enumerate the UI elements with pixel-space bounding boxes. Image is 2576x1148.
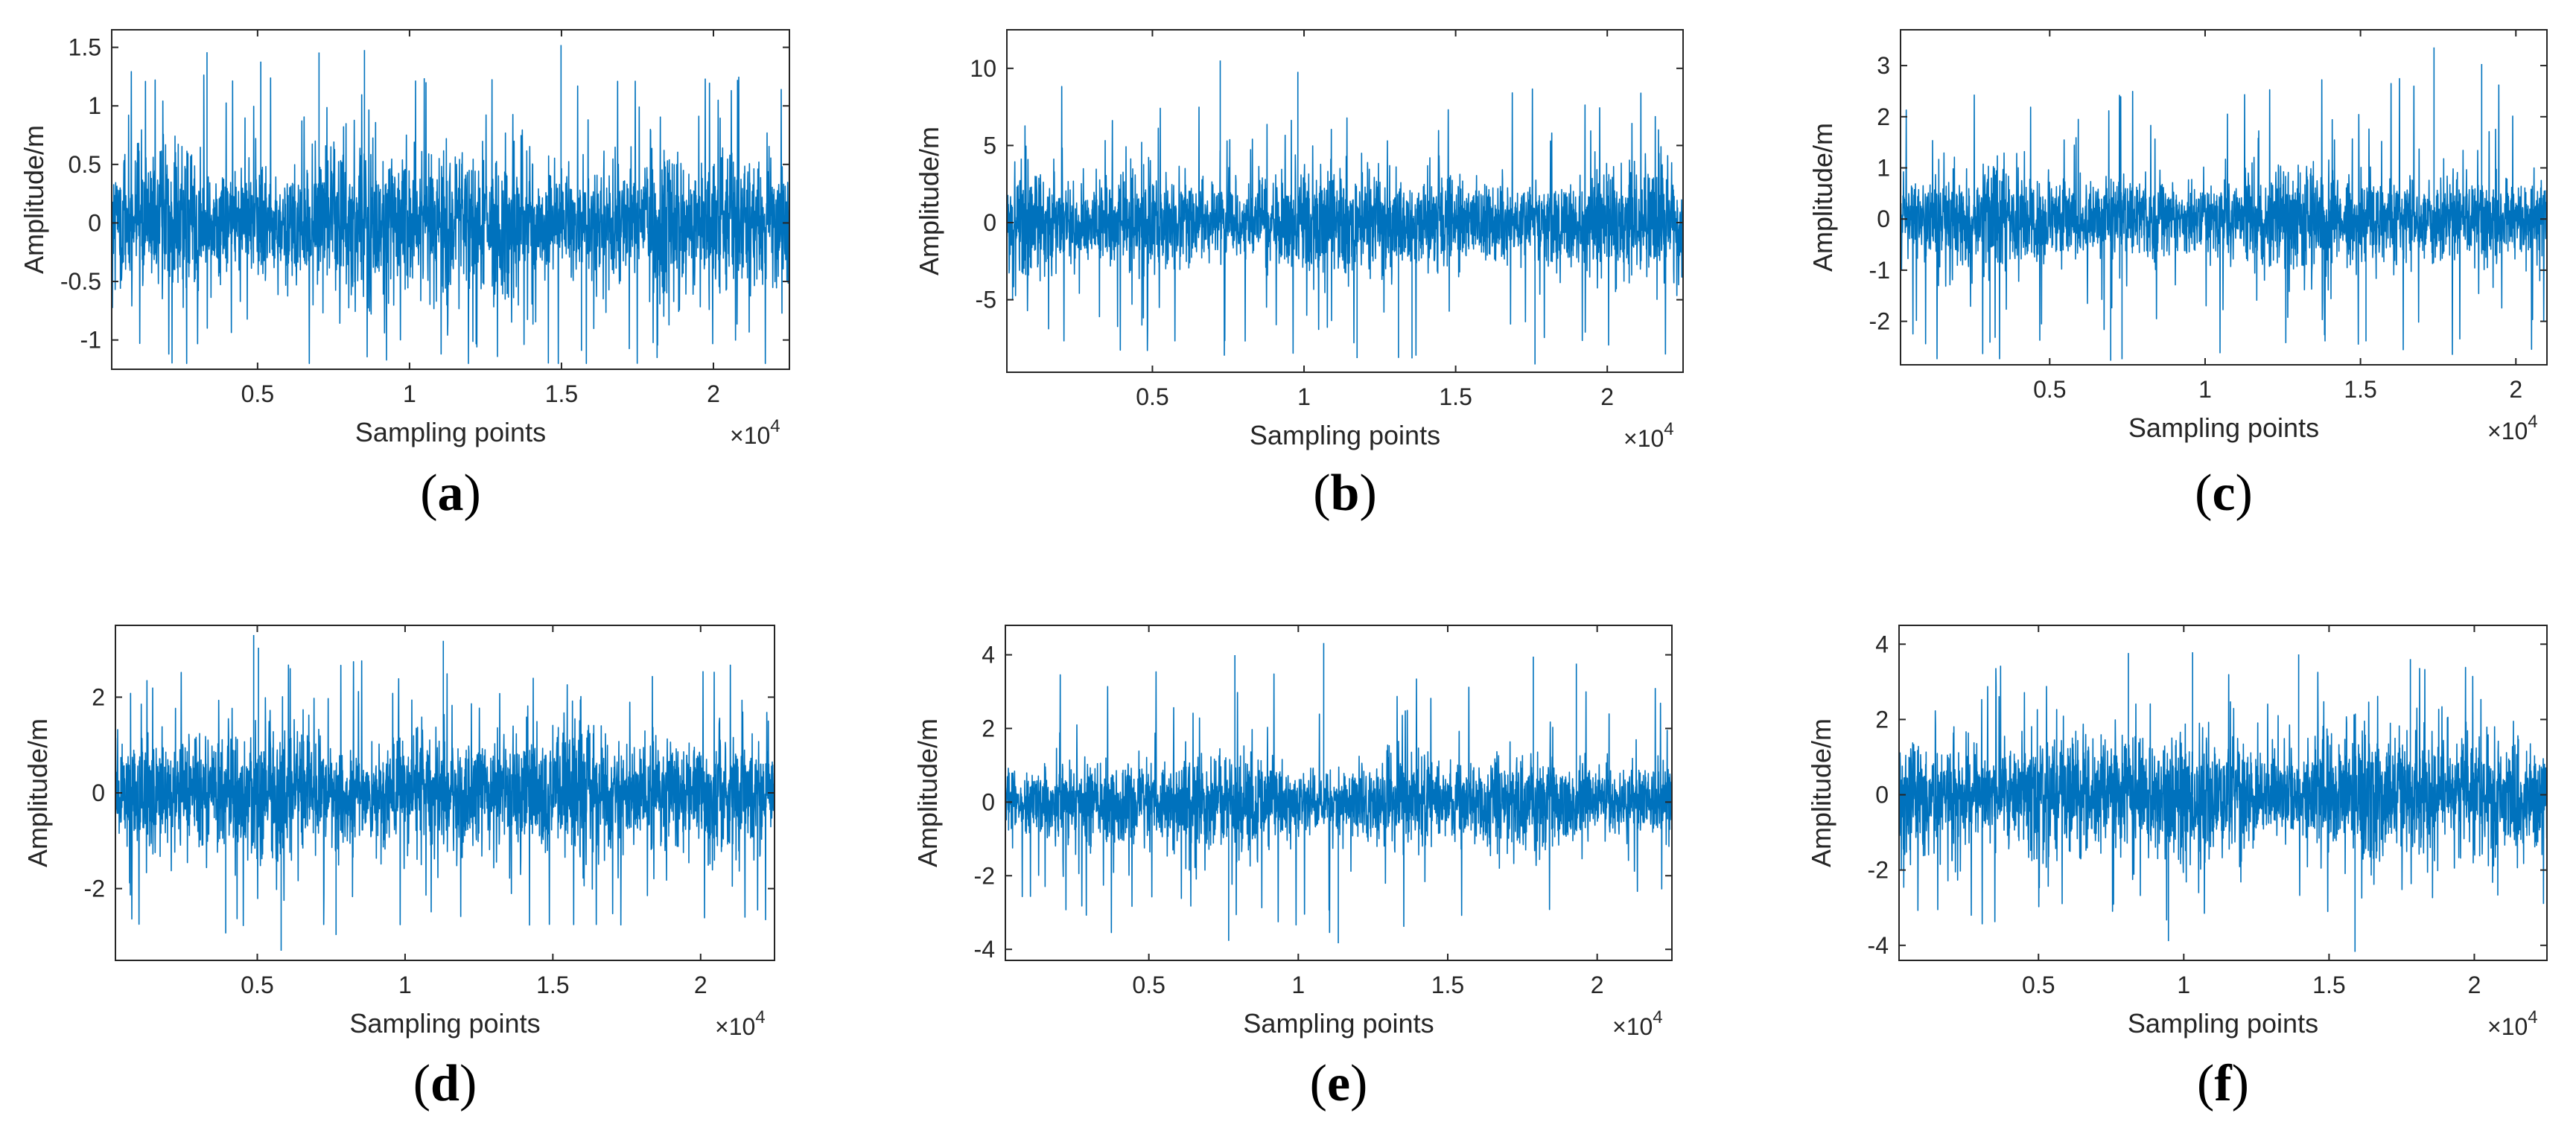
panel-caption-e: (e) [1310, 1055, 1368, 1112]
x-tick-label-d: 0.5 [241, 972, 273, 998]
x-multiplier-d: ×104 [715, 1007, 766, 1040]
x-tick-label-c: 0.5 [2033, 376, 2066, 403]
x-tick-label-a: 1 [403, 380, 416, 407]
subplot-c: 0.5 1 1.5 2 -2 -1 0 1 2 3 Sampling points ×104 Ampli… [1807, 29, 2548, 522]
y-tick-label-d: 0 [92, 779, 105, 806]
x-tick-label-e: 2 [1591, 972, 1604, 998]
signal-series-e [1005, 642, 1672, 943]
x-tick-label-f: 1 [2177, 972, 2190, 998]
x-tick-label-a: 1.5 [545, 380, 578, 407]
axes-box-c [1900, 29, 2548, 366]
y-tick-label-c: 2 [1877, 103, 1890, 130]
y-tick-label-a: 1 [88, 92, 101, 119]
y-tick-label-c: -2 [1869, 308, 1890, 335]
x-axis-label-b: Sampling points [1250, 420, 1440, 450]
y-tick-label-a: 1.5 [69, 34, 101, 61]
x-tick-label-f: 2 [2468, 972, 2481, 998]
x-tick-label-b: 1.5 [1439, 383, 1472, 410]
y-tick-label-d: 2 [92, 683, 105, 710]
x-tick-label-d: 2 [694, 972, 707, 998]
panel-caption-b: (b) [1313, 465, 1377, 522]
y-tick-label-c: 1 [1877, 154, 1890, 181]
y-tick-label-c: 0 [1877, 205, 1890, 232]
x-axis-label-d: Sampling points [349, 1008, 540, 1039]
x-tick-label-b: 0.5 [1136, 383, 1168, 410]
x-tick-label-e: 1 [1291, 972, 1305, 998]
y-axis-label-f: Amplitude/m [1806, 718, 1836, 867]
y-tick-label-b: 0 [983, 209, 996, 236]
y-tick-label-e: -4 [974, 936, 995, 963]
y-tick-label-f: 4 [1875, 631, 1889, 657]
x-tick-label-c: 1.5 [2344, 376, 2376, 403]
axes-box-b [1006, 29, 1684, 373]
x-tick-label-c: 1 [2198, 376, 2212, 403]
y-tick-label-e: 2 [982, 715, 995, 742]
axes-box-a [111, 29, 790, 370]
x-multiplier-e: ×104 [1612, 1007, 1663, 1040]
signal-series-a [112, 45, 789, 364]
y-tick-label-f: 0 [1875, 782, 1889, 809]
y-tick-label-d: -2 [84, 876, 105, 902]
x-tick-label-d: 1.5 [536, 972, 569, 998]
y-axis-label-e: Amplitude/m [912, 718, 943, 867]
axes-box-f [1898, 625, 2548, 961]
subplot-d: 0.5 1 1.5 2 -2 0 2 Sampling points ×104 Amplitude… [22, 625, 775, 1112]
x-tick-label-d: 1 [398, 972, 412, 998]
y-tick-label-e: 4 [982, 642, 995, 669]
y-tick-label-f: -4 [1868, 932, 1889, 959]
signal-series-b [1007, 60, 1683, 365]
x-axis-label-f: Sampling points [2128, 1008, 2318, 1039]
y-tick-label-b: 5 [983, 132, 996, 159]
y-tick-label-a: -1 [80, 327, 101, 354]
panel-caption-a: (a) [420, 465, 481, 522]
axes-box-e [1005, 625, 1673, 961]
x-tick-label-e: 0.5 [1132, 972, 1165, 998]
y-tick-label-c: 3 [1877, 52, 1890, 79]
x-axis-label-c: Sampling points [2128, 412, 2319, 443]
panel-caption-c: (c) [2195, 465, 2253, 522]
x-multiplier-f: ×104 [2487, 1007, 2538, 1040]
subplot-e: 0.5 1 1.5 2 -4 -2 0 2 4 Sampling points ×104 Amplit… [912, 625, 1673, 1112]
subplot-b: 0.5 1 1.5 2 -5 0 5 10 Sampling points ×104 Amplitu… [914, 29, 1684, 522]
y-axis-label-b: Amplitude/m [914, 127, 944, 275]
y-tick-label-a: 0 [88, 209, 101, 236]
x-tick-label-f: 1.5 [2312, 972, 2345, 998]
signal-series-f [1899, 652, 2547, 952]
y-tick-label-b: 10 [970, 55, 996, 82]
x-multiplier-c: ×104 [2487, 412, 2538, 444]
y-axis-label-c: Amplitude/m [1807, 123, 1838, 272]
signal-series-c [1901, 47, 2547, 361]
y-tick-label-f: -2 [1868, 857, 1889, 884]
y-tick-label-b: -5 [976, 287, 996, 313]
x-multiplier-b: ×104 [1623, 419, 1674, 452]
y-tick-label-e: 0 [982, 788, 995, 815]
subplot-a: 0.5 1 1.5 2 -1 -0.5 0 0.5 1 1.5 Sampling points ×10… [19, 29, 790, 522]
y-tick-label-f: 2 [1875, 706, 1889, 733]
y-tick-label-a: -0.5 [60, 268, 101, 295]
x-axis-label-e: Sampling points [1243, 1008, 1434, 1039]
panel-caption-d: (d) [413, 1055, 477, 1112]
x-axis-label-a: Sampling points [355, 417, 546, 447]
x-tick-label-c: 2 [2509, 376, 2522, 403]
x-tick-label-b: 1 [1297, 383, 1311, 410]
x-tick-label-f: 0.5 [2022, 972, 2055, 998]
x-tick-label-b: 2 [1600, 383, 1614, 410]
x-tick-label-a: 2 [707, 380, 720, 407]
subplot-f: 0.5 1 1.5 2 -4 -2 0 2 4 Sampling points ×104 Amplit… [1806, 625, 2548, 1112]
x-multiplier-a: ×104 [730, 416, 780, 449]
x-tick-label-a: 0.5 [241, 380, 274, 407]
panel-caption-f: (f) [2197, 1055, 2249, 1112]
y-tick-label-a: 0.5 [69, 151, 101, 178]
y-axis-label-d: Amplitude/m [22, 718, 53, 867]
x-tick-label-e: 1.5 [1431, 972, 1464, 998]
y-tick-label-c: -1 [1869, 257, 1890, 284]
signal-series-d [115, 635, 775, 951]
y-axis-label-a: Amplitude/m [19, 125, 49, 274]
y-tick-label-e: -2 [974, 862, 995, 889]
